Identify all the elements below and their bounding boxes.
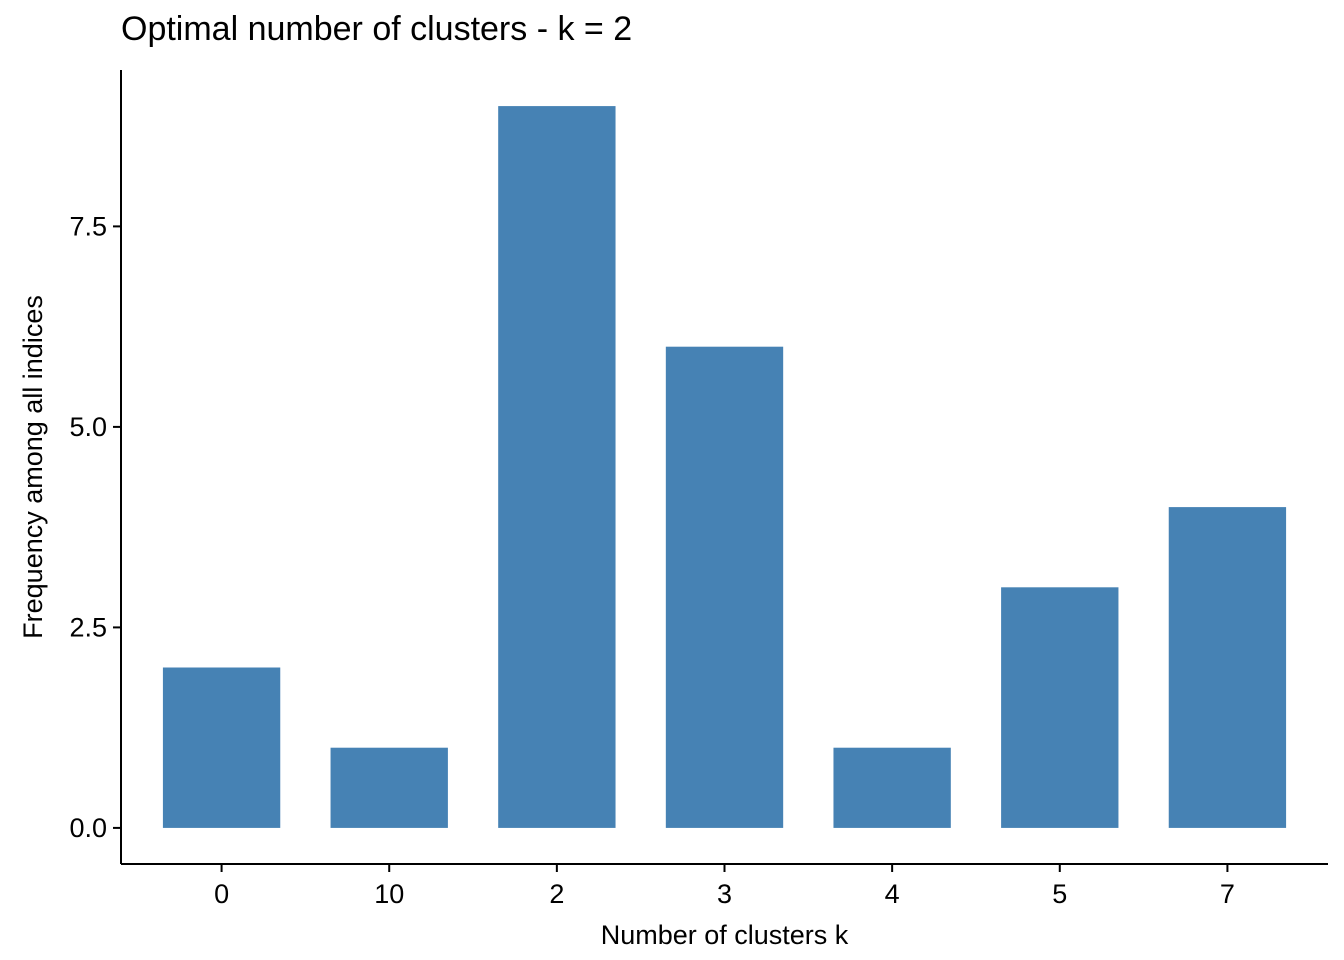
bar-7: [1168, 507, 1287, 828]
x-tick-label: 2: [549, 879, 564, 909]
bars-group: [162, 106, 1287, 828]
x-tick-label: 4: [885, 879, 900, 909]
chart-title: Optimal number of clusters - k = 2: [121, 10, 633, 48]
y-tick-label: 7.5: [69, 211, 107, 241]
x-tick-label: 7: [1220, 879, 1235, 909]
bar-2: [498, 106, 616, 828]
x-ticks: 0 10 2 3 4 5 7: [214, 864, 1235, 909]
y-tick-label: 0.0: [69, 813, 107, 843]
x-tick-label: 3: [717, 879, 732, 909]
bar-5: [1001, 587, 1119, 828]
bar-3: [665, 346, 784, 828]
x-tick-label: 0: [214, 879, 229, 909]
x-tick-label: 5: [1052, 879, 1067, 909]
x-tick-label: 10: [374, 879, 404, 909]
y-axis-title: Frequency among all indices: [18, 295, 48, 639]
bar-10: [330, 747, 448, 828]
y-tick-label: 2.5: [69, 612, 107, 642]
y-ticks: 0.0 2.5 5.0 7.5: [69, 211, 121, 843]
bar-4: [833, 747, 951, 828]
bar-0: [162, 667, 281, 828]
x-axis-title: Number of clusters k: [601, 920, 849, 950]
y-tick-label: 5.0: [69, 412, 107, 442]
